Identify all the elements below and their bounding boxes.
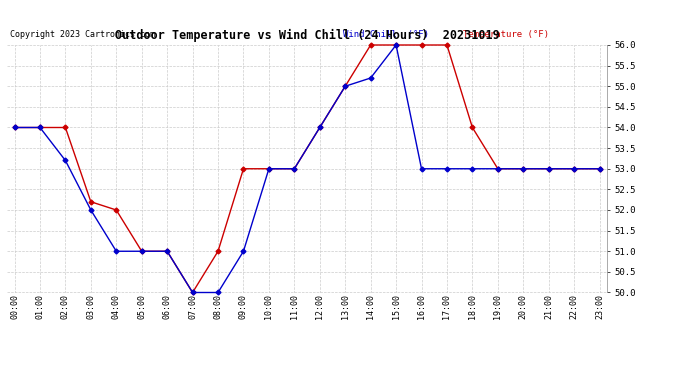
- Text: Wind Chill  (°F): Wind Chill (°F): [343, 30, 429, 39]
- Text: Copyright 2023 Cartronics.com: Copyright 2023 Cartronics.com: [10, 30, 155, 39]
- Title: Outdoor Temperature vs Wind Chill (24 Hours)  20231019: Outdoor Temperature vs Wind Chill (24 Ho…: [115, 29, 500, 42]
- Text: Temperature (°F): Temperature (°F): [463, 30, 549, 39]
